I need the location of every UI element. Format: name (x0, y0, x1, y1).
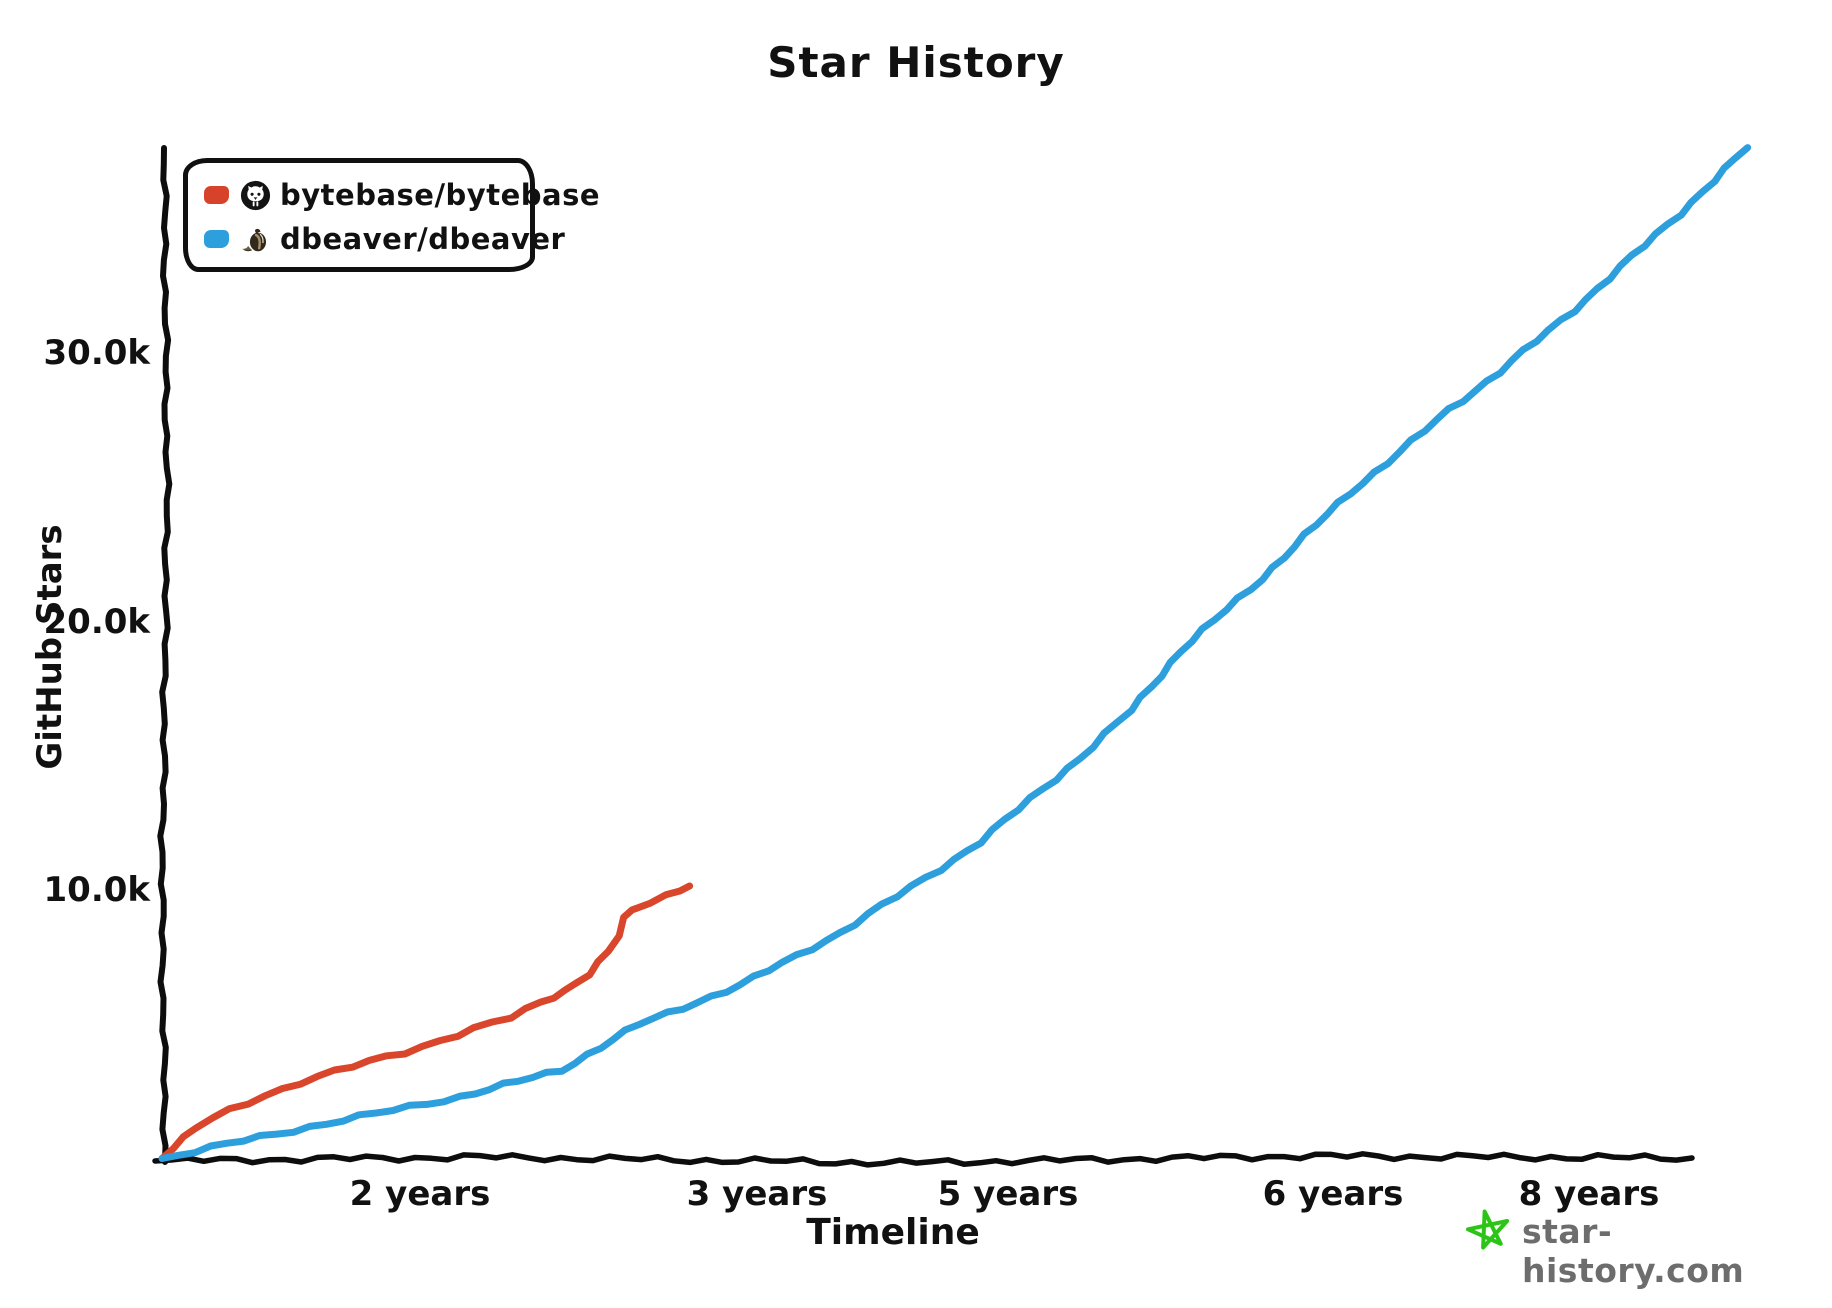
y-axis-line (157, 145, 173, 1165)
github-octocat-icon (240, 180, 271, 211)
x-axis-title: Timeline (806, 1212, 980, 1253)
star-history-logo-icon (1464, 1207, 1514, 1257)
x-tick-6-years: 6 years (1262, 1174, 1404, 1214)
chart-title: Star History (767, 38, 1065, 87)
star-history-link[interactable]: star-history.com (1522, 1212, 1745, 1290)
x-tick-8-years: 8 years (1518, 1174, 1660, 1214)
x-tick-3-years: 3 years (686, 1174, 828, 1214)
series-line-dbeaver (158, 144, 1752, 1162)
x-axis-line (152, 1151, 1695, 1168)
y-tick-10k: 10.0k (43, 870, 151, 910)
series-line-bytebase (158, 882, 694, 1162)
x-tick-5-years: 5 years (937, 1174, 1079, 1214)
legend-label-bytebase: bytebase/bytebase (280, 178, 600, 212)
legend-box: bytebase/bytebase dbeaver/dbeaver (183, 158, 600, 272)
legend-item-bytebase: bytebase/bytebase (204, 173, 600, 217)
dbeaver-color-swatch (204, 230, 229, 248)
y-tick-30k: 30.0k (43, 333, 151, 373)
bytebase-color-swatch (204, 186, 229, 204)
legend-item-dbeaver: dbeaver/dbeaver (204, 217, 565, 261)
beaver-icon (240, 224, 271, 255)
legend-label-dbeaver: dbeaver/dbeaver (280, 222, 566, 256)
y-tick-20k: 20.0k (43, 601, 151, 642)
x-tick-2-years: 2 years (349, 1174, 491, 1214)
y-axis-title: GitHub Stars (30, 524, 70, 770)
